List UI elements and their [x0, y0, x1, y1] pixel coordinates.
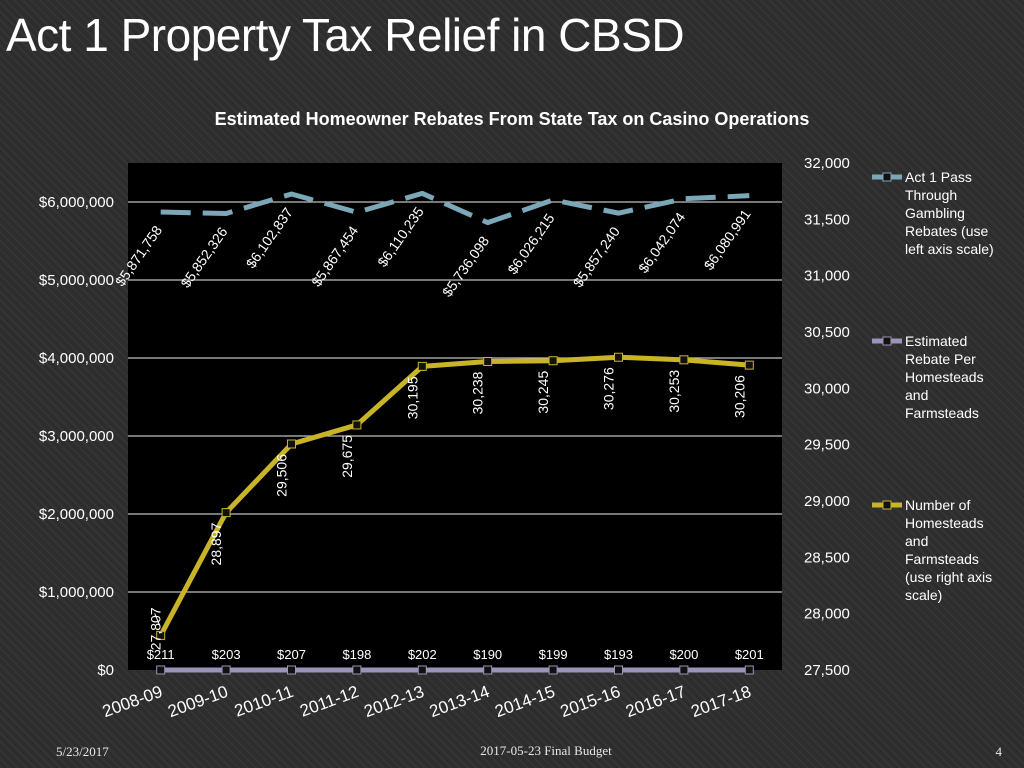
- category-axis-label: 2008-09: [100, 682, 165, 721]
- left-axis-tick-label: $2,000,000: [39, 506, 114, 523]
- legend-label-line: and: [905, 533, 928, 549]
- legend-label-line: Gambling: [905, 205, 965, 221]
- category-axis-label: 2017-18: [689, 682, 754, 721]
- category-axis-label: 2009-10: [165, 682, 230, 721]
- legend-label-line: Homesteads: [905, 369, 984, 385]
- category-axis-label: 2016-17: [623, 682, 688, 721]
- rebate-per-homestead-data-label: $203: [212, 647, 241, 662]
- legend-label-line: Estimated: [905, 333, 967, 349]
- right-axis-tick-label: 28,500: [804, 549, 850, 566]
- series-1-marker: [614, 665, 623, 675]
- category-axis-label: 2012-13: [362, 682, 427, 721]
- rebate-per-homestead-data-label: $190: [473, 647, 502, 662]
- right-axis-tick-label: 30,000: [804, 380, 850, 397]
- plot-area: [128, 163, 782, 670]
- right-axis-tick-label: 28,000: [804, 606, 850, 623]
- homesteads-count-data-label: 29,675: [339, 435, 355, 478]
- legend-label-line: Farmsteads: [905, 551, 979, 567]
- category-axis-label: 2014-15: [492, 682, 557, 721]
- left-axis-tick-label: $3,000,000: [39, 428, 114, 445]
- left-axis-tick-label: $4,000,000: [39, 350, 114, 367]
- homesteads-count-data-label: 30,253: [666, 370, 682, 413]
- series-2-marker: [483, 357, 493, 367]
- homesteads-count-data-label: 30,206: [731, 375, 747, 418]
- category-axis-label: 2015-16: [558, 682, 623, 721]
- series-1-marker: [417, 665, 427, 675]
- rebate-per-homestead-data-label: $199: [539, 647, 568, 662]
- series-1-marker: [548, 665, 558, 675]
- legend-label-line: Rebate Per: [905, 351, 976, 367]
- legend-label-line: Homesteads: [905, 515, 984, 531]
- right-axis-tick-label: 31,500: [804, 211, 850, 228]
- legend-label-0: Act 1 Pass Through Gambling Rebates (use lef…: [905, 169, 994, 257]
- series-2-marker: [352, 420, 362, 430]
- category-axis-label: 2013-14: [427, 682, 492, 721]
- category-axis-label: 2011-12: [297, 682, 361, 721]
- chart: Estimated Homeowner Rebates From State T…: [39, 109, 994, 721]
- rebate-per-homestead-data-label: $198: [342, 647, 371, 662]
- legend-label-2: Number of Homesteads and Farmsteads (use rig…: [905, 497, 992, 603]
- rebate-per-homestead-data-label: $211: [147, 647, 175, 662]
- series-2-marker: [679, 355, 689, 365]
- rebate-per-homestead-data-label: $193: [604, 647, 633, 662]
- right-axis-tick-label: 27,500: [804, 662, 850, 679]
- homesteads-count-data-label: 30,238: [470, 371, 486, 414]
- right-axis-tick-label: 29,000: [804, 493, 850, 510]
- series-1-marker: [287, 665, 296, 675]
- series-2-marker: [221, 508, 231, 518]
- series-1-marker: [483, 665, 493, 675]
- homesteads-count-data-label: 30,245: [535, 371, 551, 414]
- legend-label-line: (use right axis: [905, 569, 992, 585]
- rebate-per-homestead-data-label: $202: [408, 647, 437, 662]
- slide-title: Act 1 Property Tax Relief in CBSD: [6, 9, 685, 61]
- legend-label-line: Number of: [905, 497, 970, 513]
- series-2-marker: [156, 630, 166, 640]
- data-label-leader-line: [154, 613, 161, 626]
- right-axis-tick-label: 31,000: [804, 268, 850, 285]
- legend-marker-0: [882, 172, 892, 182]
- category-axis-label: 2010-11: [232, 682, 296, 721]
- legend-marker-2: [882, 500, 892, 510]
- left-axis-tick-label: $1,000,000: [39, 584, 114, 601]
- series-1-marker: [156, 665, 166, 675]
- series-1-marker: [221, 665, 231, 675]
- homesteads-count-data-label: 29,506: [274, 454, 290, 497]
- series-2-marker: [417, 361, 427, 371]
- right-axis-tick-label: 30,500: [804, 324, 850, 341]
- series-line-2: [158, 354, 750, 637]
- series-1-marker: [744, 665, 754, 675]
- homesteads-count-data-label: 28,897: [208, 522, 224, 565]
- series-1-marker: [352, 665, 362, 675]
- left-axis-tick-label: $6,000,000: [39, 194, 114, 211]
- homesteads-count-data-label: 27,807: [148, 607, 164, 650]
- page-number: 4: [995, 744, 1003, 759]
- legend-marker-1: [882, 336, 892, 346]
- chart-title: Estimated Homeowner Rebates From State T…: [215, 109, 810, 129]
- series-2-marker: [287, 439, 296, 449]
- series-2-marker: [548, 356, 558, 366]
- footer-center: 2017-05-23 Final Budget: [480, 743, 612, 758]
- homesteads-count-data-label: 30,276: [601, 367, 617, 410]
- legend-label-1: Estimated Rebate Per Homesteads and Farmstea…: [905, 333, 984, 421]
- series-line-0: [160, 190, 750, 226]
- rebate-per-homestead-data-label: $200: [669, 647, 698, 662]
- footer-date: 5/23/2017: [56, 744, 109, 759]
- homesteads-count-data-label: 30,195: [404, 376, 420, 419]
- rebate-per-homestead-data-label: $201: [735, 647, 764, 662]
- series-2-marker: [744, 360, 754, 370]
- left-axis-tick-label: $5,000,000: [39, 272, 114, 289]
- legend-label-line: and: [905, 387, 928, 403]
- rebate-per-homestead-data-label: $207: [277, 647, 306, 662]
- legend-label-line: scale): [905, 587, 942, 603]
- legend-label-line: Through: [905, 187, 957, 203]
- right-axis-tick-label: 32,000: [804, 155, 850, 172]
- legend-label-line: Rebates (use: [905, 223, 988, 239]
- series-2-marker: [614, 352, 623, 362]
- right-axis-tick-label: 29,500: [804, 437, 850, 454]
- legend-label-line: Act 1 Pass: [905, 169, 972, 185]
- left-axis-tick-label: $0: [97, 662, 114, 679]
- legend-label-line: left axis scale): [905, 241, 994, 257]
- legend-label-line: Farmsteads: [905, 405, 979, 421]
- series-1-marker: [679, 665, 689, 675]
